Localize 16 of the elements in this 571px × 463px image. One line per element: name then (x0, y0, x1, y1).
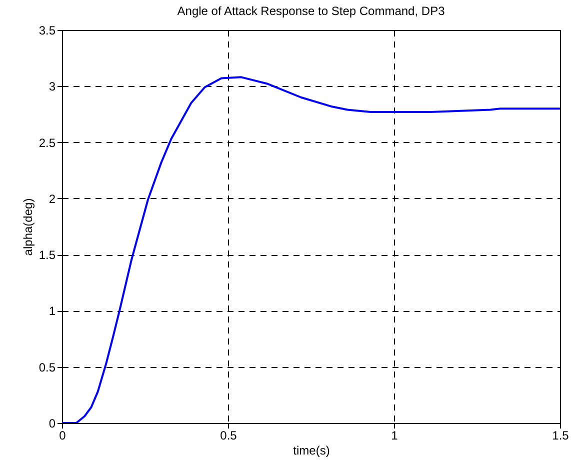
y-tick-label: 2.5 (38, 136, 56, 150)
y-tick-label: 1.5 (38, 248, 56, 262)
y-tick-label: 2 (48, 192, 56, 206)
x-axis-title: time(s) (293, 444, 330, 458)
x-tick-label: 0.5 (220, 428, 238, 442)
y-tick-label: 0 (48, 416, 56, 430)
y-axis-title: alpha(deg) (20, 198, 35, 256)
y-tick-label: 3.5 (38, 24, 56, 38)
y-tick-label: 1 (48, 304, 56, 318)
x-tick-label: 1.5 (552, 428, 570, 442)
chart-title: Angle of Attack Response to Step Command, DP3 (177, 4, 446, 18)
line-series (62, 76, 560, 423)
x-tick-label: 0 (59, 428, 66, 442)
y-tick-label: 0.5 (38, 360, 56, 374)
x-tick-label: 1 (391, 428, 398, 442)
y-tick-label: 3 (48, 80, 56, 94)
